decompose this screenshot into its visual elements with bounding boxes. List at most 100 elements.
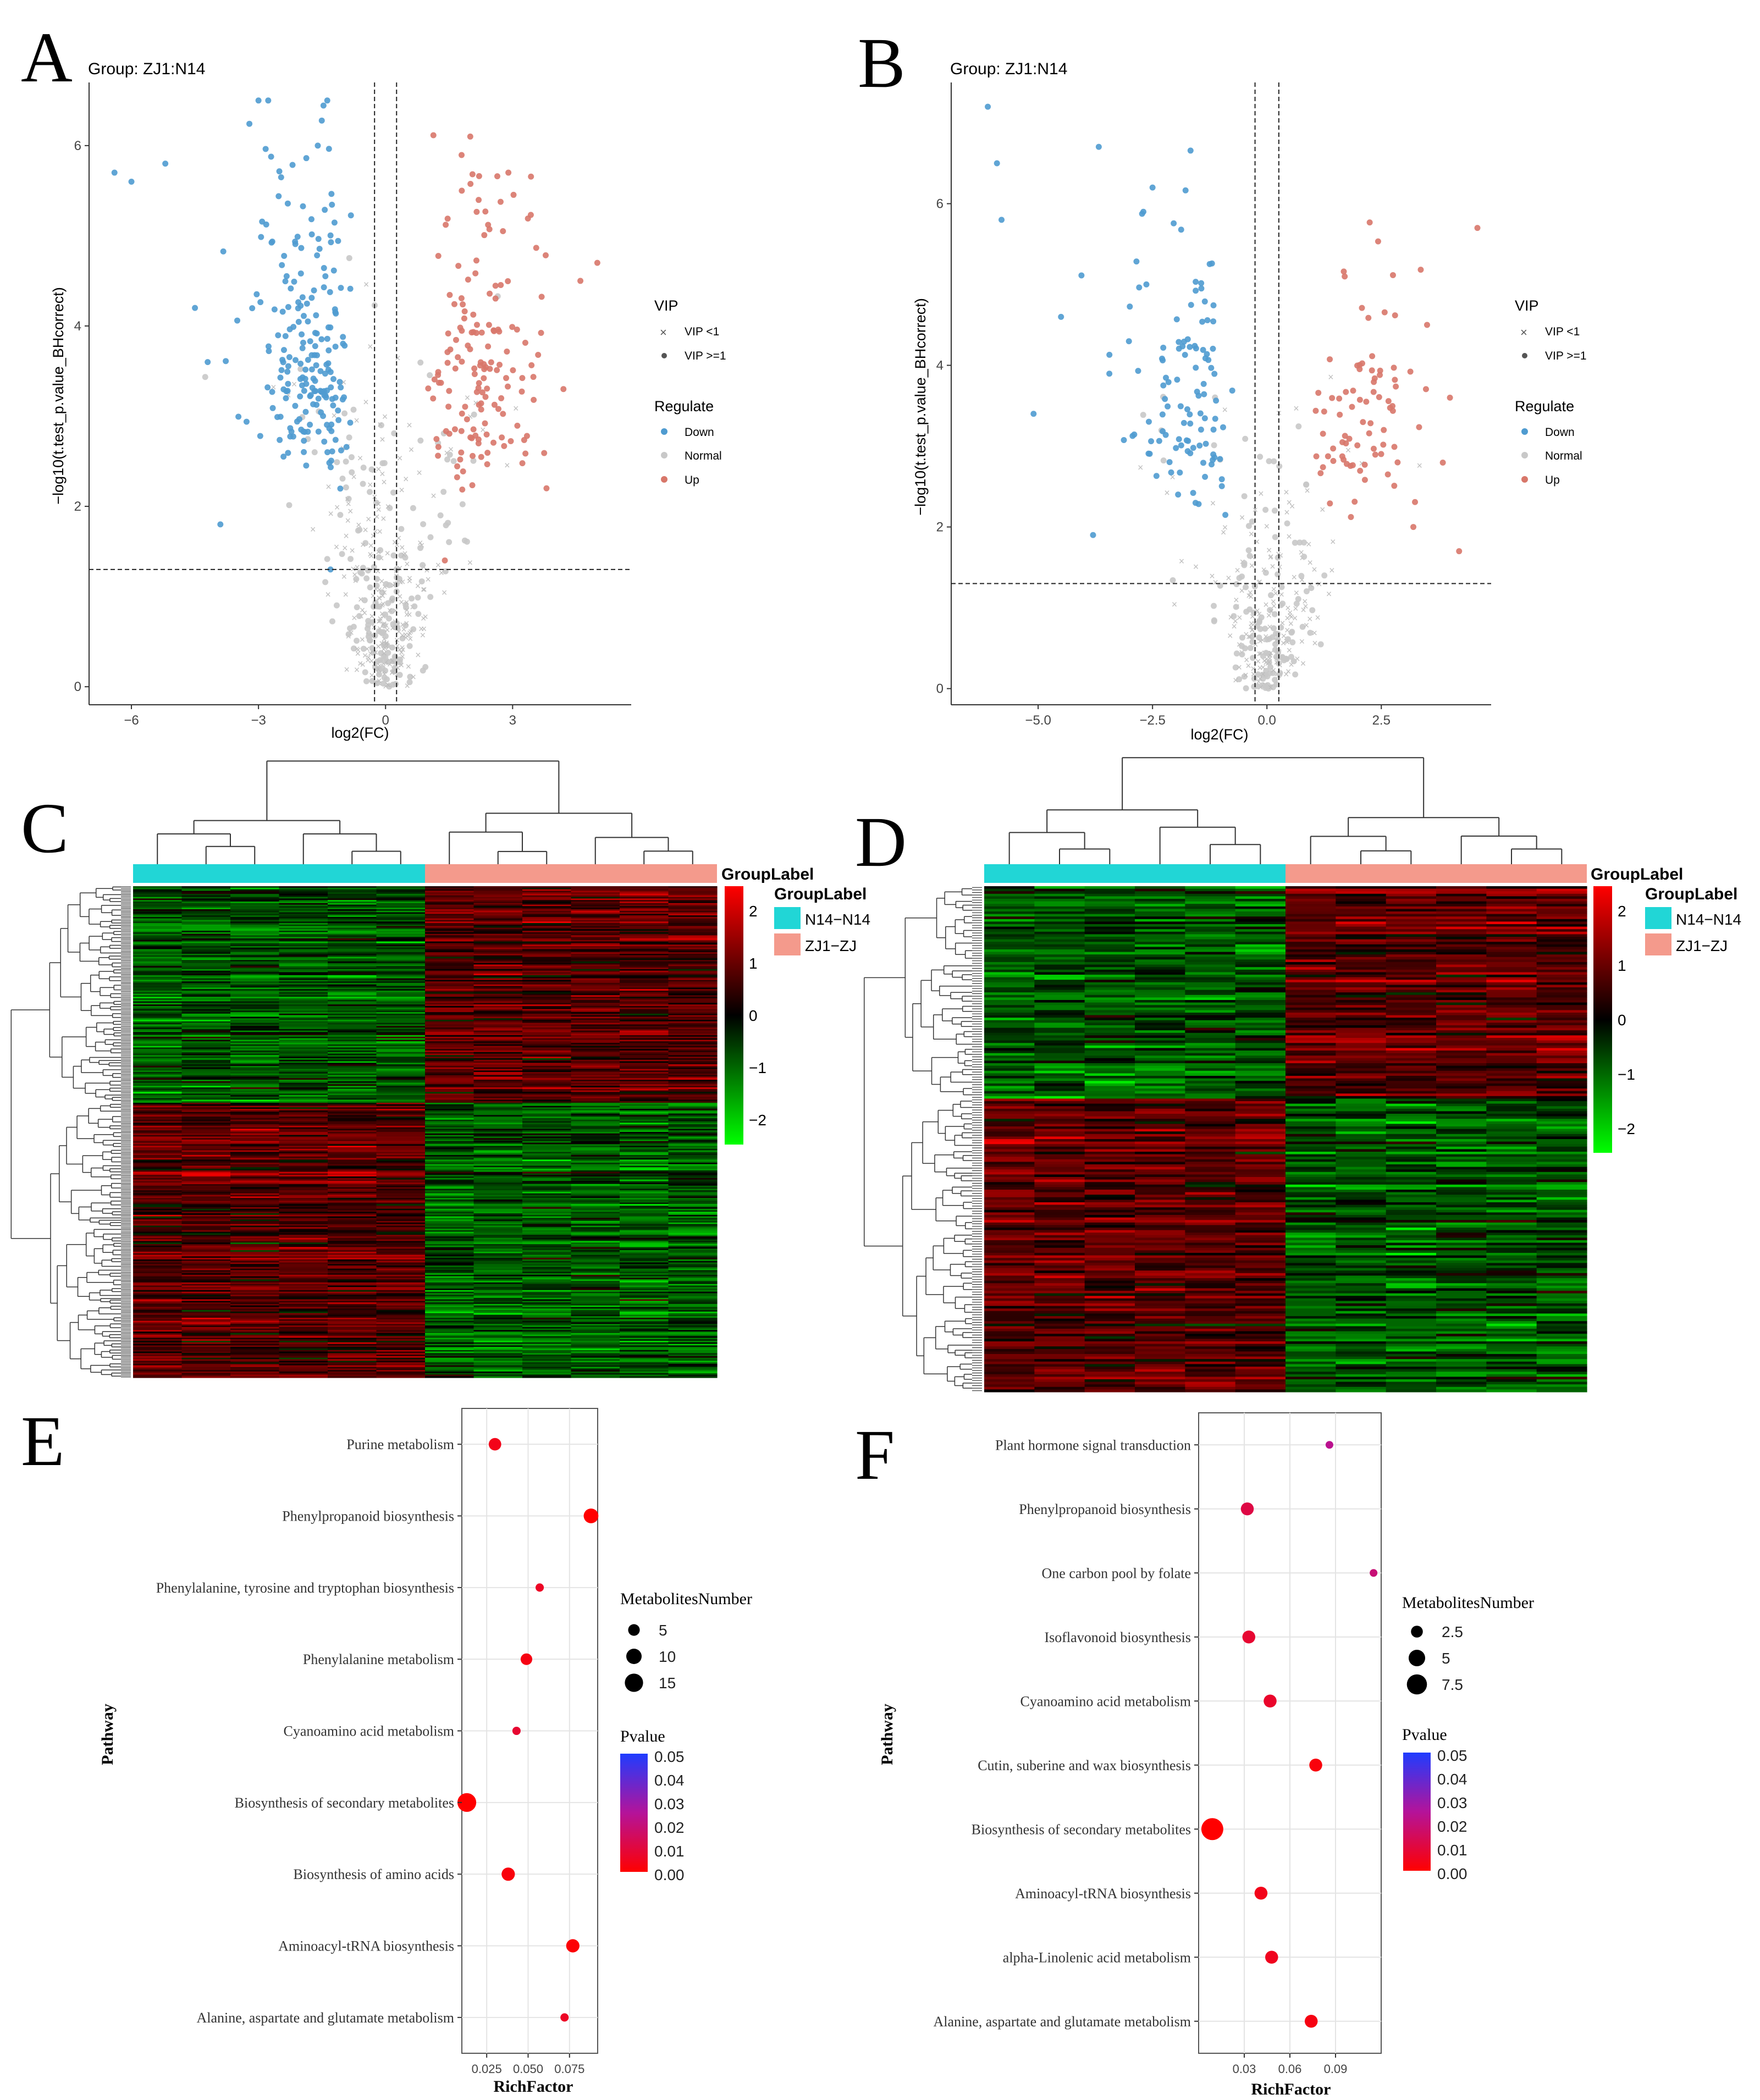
volcano-point [1232, 664, 1239, 671]
heatmap-cell [522, 891, 572, 893]
volcano-point [328, 239, 334, 246]
normal-cross-point: × [467, 411, 473, 422]
y-tick-label: 4 [74, 319, 81, 334]
volcano-point [560, 386, 567, 393]
heatmap-cell [376, 920, 426, 922]
heatmap-cell [376, 941, 426, 943]
heatmap-cell [571, 941, 620, 943]
volcano-point [366, 489, 373, 495]
volcano-point [451, 301, 457, 307]
normal-cross-point: × [1239, 585, 1245, 596]
heatmap-cell [425, 914, 475, 916]
normal-cross-point: × [377, 615, 383, 626]
heatmap-cell [328, 946, 377, 948]
volcano-point [345, 495, 352, 502]
heatmap-cell [230, 950, 280, 953]
volcano-point [1204, 351, 1210, 357]
heatmap-cell [571, 903, 620, 905]
normal-cross-point: × [385, 679, 391, 690]
volcano-point [312, 329, 318, 336]
normal-cross-point: × [1267, 650, 1273, 661]
normal-cross-point: × [375, 664, 381, 675]
heatmap-cell [668, 968, 718, 970]
volcano-point [302, 366, 309, 373]
heatmap-cell [328, 933, 377, 936]
heatmap-cell [620, 886, 669, 888]
heatmap-cell [473, 897, 523, 899]
heatmap-cell [376, 926, 426, 929]
normal-cross-point: × [1283, 668, 1289, 679]
volcano-point [330, 267, 337, 274]
volcano-point [1220, 424, 1227, 430]
normal-cross-point: × [1234, 565, 1240, 576]
heatmap-cell [522, 931, 572, 933]
heatmap-cell [473, 960, 523, 962]
normal-cross-point: × [1249, 624, 1255, 635]
volcano-point [1090, 532, 1096, 538]
heatmap-cell [279, 916, 328, 919]
volcano-point [318, 389, 325, 395]
heatmap-cell [522, 887, 572, 890]
normal-cross-point: × [310, 524, 316, 535]
normal-cross-point: × [1256, 676, 1262, 687]
volcano-point [1218, 476, 1225, 483]
volcano-point [279, 308, 286, 315]
volcano-point [327, 369, 334, 375]
normal-cross-point: × [382, 633, 388, 644]
normal-cross-point: × [369, 611, 375, 622]
heatmap-cell [376, 952, 426, 954]
volcano-point [1320, 464, 1326, 471]
heatmap-cell [328, 920, 377, 922]
normal-cross-point: × [1307, 579, 1314, 590]
volcano-point [1266, 458, 1272, 465]
heatmap-cell [668, 947, 718, 950]
heatmap-cell [328, 924, 377, 927]
panel-letter-b: B [858, 24, 906, 103]
heatmap-cell [571, 921, 620, 924]
volcano-point [320, 102, 327, 109]
normal-cross-point: × [1311, 627, 1317, 638]
volcano-point [309, 384, 316, 391]
heatmap-cell [181, 968, 231, 970]
normal-cross-point: × [360, 659, 366, 670]
volcano-point [308, 295, 315, 301]
normal-cross-point: × [370, 530, 376, 541]
heatmap-cell [279, 938, 328, 941]
volcano-point [388, 608, 395, 615]
volcano-point [1378, 451, 1384, 457]
volcano-point [398, 552, 405, 559]
volcano-point [445, 404, 452, 410]
volcano-point [1265, 685, 1272, 692]
volcano-point [376, 671, 383, 678]
heatmap-cell [522, 976, 572, 979]
volcano-point [1270, 684, 1276, 690]
normal-cross-point: × [389, 667, 395, 678]
normal-cross-point: × [1268, 648, 1274, 659]
heatmap-cell [473, 941, 523, 943]
volcano-point [378, 629, 384, 635]
heatmap-cell [473, 946, 523, 948]
normal-cross-point: × [1169, 472, 1176, 483]
normal-cross-point: × [407, 627, 413, 638]
normal-cross-point: × [369, 629, 375, 640]
normal-cross-point: × [392, 578, 398, 589]
volcano-point [1162, 396, 1168, 402]
heatmap-cell [620, 898, 669, 900]
volcano-point [1194, 389, 1200, 395]
heatmap-cell [279, 895, 328, 898]
normal-cross-point: × [1359, 458, 1365, 469]
heatmap-cell [425, 946, 475, 948]
volcano-point [1249, 639, 1256, 645]
heatmap-cell [522, 908, 572, 910]
volcano-point [301, 313, 307, 319]
volcano-point [1307, 629, 1314, 636]
volcano-point [1201, 415, 1208, 422]
heatmap-cell [376, 914, 426, 916]
volcano-point [472, 270, 479, 277]
volcano-point [268, 153, 274, 160]
heatmap-cell [230, 938, 280, 941]
volcano-point [531, 396, 537, 403]
volcano-point [1292, 671, 1299, 678]
normal-cross-point: × [1330, 537, 1336, 548]
